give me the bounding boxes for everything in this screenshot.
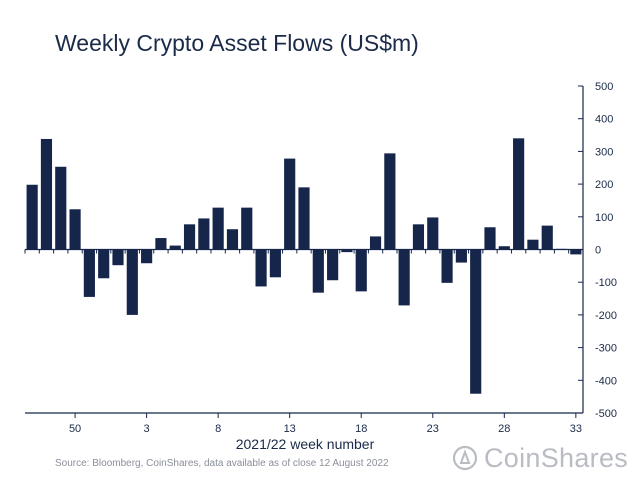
bar bbox=[470, 249, 482, 394]
bar bbox=[412, 224, 425, 250]
chart-title: Weekly Crypto Asset Flows (US$m) bbox=[55, 30, 419, 56]
y-tick-label: -100 bbox=[595, 277, 617, 289]
bar bbox=[26, 184, 38, 250]
bar bbox=[83, 249, 95, 297]
y-tick-label: 400 bbox=[595, 114, 613, 126]
y-tick-label: -300 bbox=[595, 343, 617, 355]
bar bbox=[126, 249, 138, 315]
bar bbox=[112, 249, 124, 266]
bar bbox=[141, 249, 153, 264]
logo-text: CoinShares bbox=[484, 442, 629, 473]
bar bbox=[312, 249, 324, 293]
x-tick-label: 28 bbox=[498, 423, 510, 435]
bar bbox=[284, 158, 296, 250]
bar bbox=[98, 249, 110, 279]
bar bbox=[441, 249, 453, 283]
bar bbox=[427, 217, 439, 250]
coinshares-logo: CoinShares bbox=[452, 440, 628, 476]
bar bbox=[241, 207, 253, 250]
bar bbox=[212, 207, 224, 250]
x-tick-label: 8 bbox=[215, 423, 221, 435]
bar bbox=[341, 249, 353, 253]
bar bbox=[541, 225, 553, 250]
x-tick-label: 33 bbox=[570, 423, 582, 435]
y-tick-label: 200 bbox=[595, 179, 613, 191]
bar bbox=[40, 138, 53, 250]
source-note: Source: Bloomberg, CoinShares, data avai… bbox=[55, 458, 389, 469]
bar bbox=[198, 218, 210, 250]
bar bbox=[183, 224, 196, 250]
bar bbox=[155, 238, 167, 250]
bar bbox=[527, 239, 539, 250]
y-tick-label: 100 bbox=[595, 212, 613, 224]
x-tick-label: 50 bbox=[69, 423, 81, 435]
y-tick-label: 300 bbox=[595, 146, 613, 158]
x-axis: 50 3 8 13 18 23 28 33 bbox=[25, 412, 583, 435]
bar bbox=[355, 249, 367, 292]
bar bbox=[169, 245, 181, 250]
coinshares-logo-icon bbox=[452, 445, 478, 471]
x-axis-label: 2021/22 week number bbox=[236, 436, 375, 452]
bar bbox=[513, 138, 525, 250]
x-tick-label: 23 bbox=[427, 423, 439, 435]
bar bbox=[269, 249, 281, 278]
bar bbox=[484, 227, 496, 250]
y-tick-label: -200 bbox=[595, 310, 617, 322]
bar bbox=[226, 229, 239, 250]
bars-group bbox=[26, 138, 582, 394]
bar bbox=[369, 236, 382, 250]
bar bbox=[255, 249, 267, 287]
x-tick-label: 13 bbox=[284, 423, 296, 435]
x-tick-label: 3 bbox=[144, 423, 150, 435]
y-tick-label: 0 bbox=[595, 245, 601, 257]
y-tick-label: -400 bbox=[595, 375, 617, 387]
bar bbox=[384, 153, 396, 250]
zero-axis bbox=[24, 248, 584, 254]
bar bbox=[570, 249, 582, 255]
bar bbox=[455, 249, 467, 263]
bar bbox=[55, 166, 67, 250]
bar bbox=[69, 209, 81, 250]
bar bbox=[327, 249, 339, 281]
bar bbox=[298, 187, 310, 250]
y-axis: 500 400 300 200 100 0 -100 -200 -300 -400 -500 bbox=[578, 81, 617, 420]
y-tick-label: -500 bbox=[595, 408, 617, 420]
bar bbox=[498, 246, 510, 250]
bar bbox=[398, 249, 410, 306]
x-tick-label: 18 bbox=[355, 423, 367, 435]
y-tick-label: 500 bbox=[595, 81, 613, 93]
